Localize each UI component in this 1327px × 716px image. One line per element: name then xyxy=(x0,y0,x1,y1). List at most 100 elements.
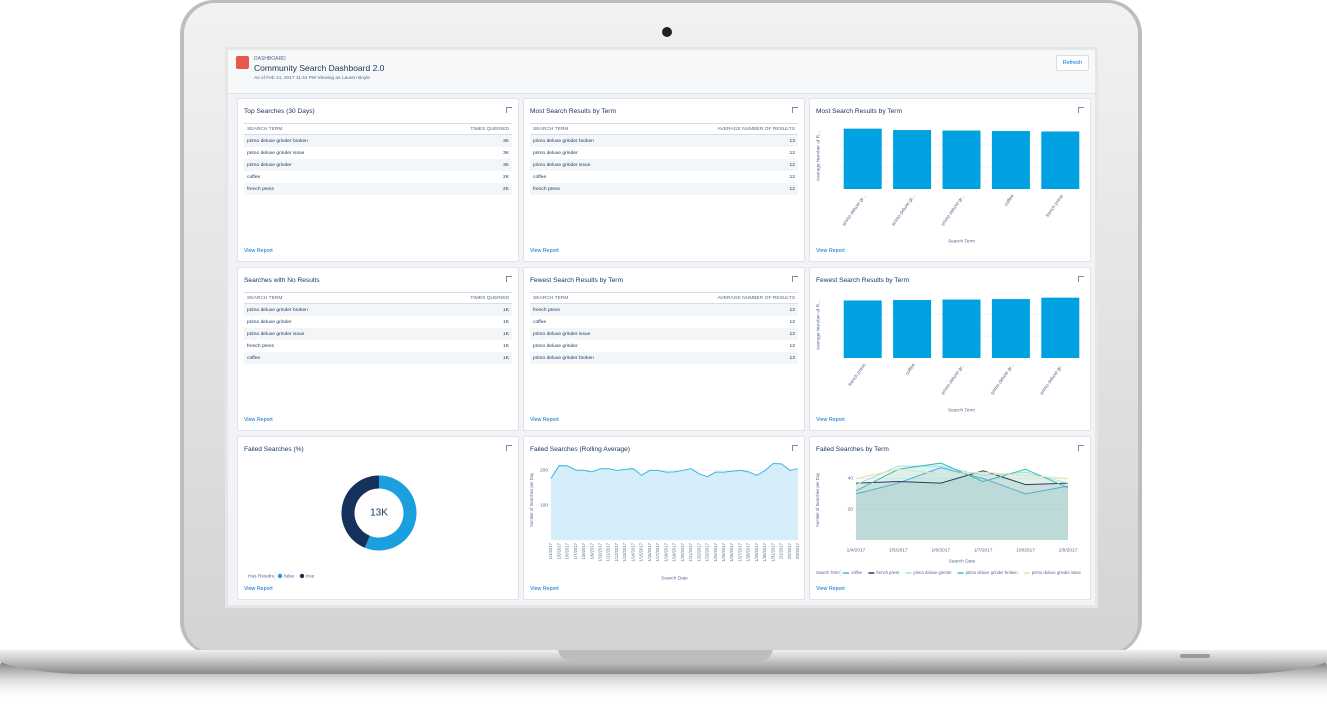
x-axis-label: Search Date xyxy=(661,575,688,581)
view-report-link[interactable]: View Report xyxy=(816,248,845,254)
table-cell: 2K xyxy=(503,186,509,192)
table-cell: 1K xyxy=(503,331,509,337)
table-row: primo deluxe grinder broken 1K xyxy=(244,303,512,316)
expand-icon[interactable] xyxy=(1078,276,1084,282)
table-cell: french press xyxy=(533,186,560,192)
column-header: SEARCH TERM xyxy=(244,123,405,135)
table-row: coffee 12 xyxy=(530,171,798,183)
refresh-button[interactable]: Refresh xyxy=(1055,55,1089,71)
table-cell: primo deluxe grinder issue xyxy=(533,331,591,337)
table-row: french press 2K xyxy=(244,183,512,195)
panel-title: Fewest Search Results by Term xyxy=(816,277,909,284)
table-row: primo deluxe grinder broken 3K xyxy=(244,134,512,147)
table-row: french press 12 xyxy=(530,183,798,195)
x-tick-label: primo deluxe gr... xyxy=(940,193,966,227)
table-cell: 1K xyxy=(503,319,509,325)
x-tick-label: 1/13/2017 xyxy=(622,542,627,561)
x-tick-label: 1/18/2017 xyxy=(663,542,668,561)
expand-icon[interactable] xyxy=(506,276,512,282)
table-cell: 13 xyxy=(789,355,795,361)
legend-label: primo deluxe grinder broken xyxy=(966,570,1019,575)
legend-label: primo deluxe grinder xyxy=(913,570,952,575)
expand-icon[interactable] xyxy=(1078,107,1084,113)
x-tick-label: primo deluxe gr... xyxy=(1039,362,1065,396)
indicator xyxy=(1180,654,1210,658)
donut-segment xyxy=(364,475,417,551)
line xyxy=(550,462,799,479)
view-report-link[interactable]: View Report xyxy=(530,417,559,423)
panel-title: Most Search Results by Term xyxy=(530,108,616,115)
x-tick-label: 1/17/2017 xyxy=(655,542,660,561)
view-report-link[interactable]: View Report xyxy=(816,586,845,592)
expand-icon[interactable] xyxy=(1078,445,1084,451)
table-cell: french press xyxy=(533,307,560,313)
table-cell: 12 xyxy=(789,162,795,168)
view-report-link[interactable]: View Report xyxy=(816,417,845,423)
x-axis-label: Search Term xyxy=(948,407,975,413)
x-axis-label: Search Term xyxy=(948,238,975,244)
table: SEARCH TERM TIMES QUERIED primo deluxe gri… xyxy=(244,123,512,195)
view-report-link[interactable]: View Report xyxy=(244,248,273,254)
table: SEARCH TERM AVERAGE NUMBER OF RESULTS fren… xyxy=(530,292,798,364)
dashboard-subtitle: As of Feb 14, 2017 11:44 PM Viewing as L… xyxy=(254,76,371,81)
table-cell: 1K xyxy=(503,355,509,361)
table-row: primo deluxe grinder 1K xyxy=(244,316,512,328)
line xyxy=(855,468,1069,479)
x-tick-label: 1/28/2017 xyxy=(746,542,751,561)
expand-icon[interactable] xyxy=(792,445,798,451)
expand-icon[interactable] xyxy=(792,276,798,282)
header-row: SEARCH TERM TIMES QUERIED xyxy=(244,292,512,304)
x-tick-label: 1/11/2017 xyxy=(606,542,611,561)
panel: Top Searches (30 Days) SEARCH TERM TIMES Q… xyxy=(237,98,519,262)
center-label: 13K xyxy=(370,508,388,519)
panel: Failed Searches (Rolling Average) 100 200 N… xyxy=(523,436,805,600)
table-row: primo deluxe grinder issue 1K xyxy=(244,328,512,340)
view-report-link[interactable]: View Report xyxy=(530,586,559,592)
x-tick-label: 1/10/2017 xyxy=(598,542,603,561)
table-cell: 2K xyxy=(503,174,509,180)
table-cell: coffee xyxy=(533,319,547,325)
table-cell: 3K xyxy=(503,150,509,156)
x-tick-label: 1/9/2017 xyxy=(589,542,594,559)
table-cell: primo deluxe grinder xyxy=(533,150,578,156)
expand-icon[interactable] xyxy=(506,107,512,113)
area xyxy=(856,467,1068,540)
expand-icon[interactable] xyxy=(506,445,512,451)
x-tick-label: 1/8/2017 xyxy=(1016,547,1035,553)
table-row: primo deluxe grinder 12 xyxy=(530,340,798,352)
y-axis-label: Average Number of R... xyxy=(815,300,821,350)
line xyxy=(855,462,1069,492)
table-cell: primo deluxe grinder xyxy=(533,343,578,349)
table-cell: 3K xyxy=(503,162,509,168)
x-tick-label: 1/23/2017 xyxy=(705,542,710,561)
table-cell: primo deluxe grinder broken xyxy=(247,307,308,313)
column-header: TIMES QUERIED xyxy=(404,123,512,135)
x-tick-label: 1/25/2017 xyxy=(721,542,726,561)
table-row: coffee 12 xyxy=(530,316,798,328)
chart: 100 200 Number of Searches per Day 1/4/2017… xyxy=(529,462,800,581)
x-tick-label: primo deluxe gr... xyxy=(990,362,1016,396)
panel: Failed Searches (%) 13K Has Results false tr… xyxy=(237,436,519,600)
x-tick-label: 1/29/2017 xyxy=(754,542,759,561)
view-report-link[interactable]: View Report xyxy=(530,248,559,254)
expand-icon[interactable] xyxy=(792,107,798,113)
table-row: primo deluxe grinder 12 xyxy=(530,147,798,159)
x-tick-label: 1/5/2017 xyxy=(556,542,561,559)
y-tick-label: 200 xyxy=(540,468,548,474)
dashboard-header: DASHBOARD Community Search Dashboard 2.0… xyxy=(228,50,1095,94)
view-report-link[interactable]: View Report xyxy=(244,586,273,592)
panel-title: Top Searches (30 Days) xyxy=(244,108,315,115)
x-tick-label: 2/3/2017 xyxy=(795,542,800,559)
x-tick-label: 1/14/2017 xyxy=(630,542,635,561)
table-cell: 1K xyxy=(503,343,509,349)
x-axis-label: Search Date xyxy=(949,558,976,564)
bar xyxy=(843,300,882,358)
x-tick-label: 1/5/2017 xyxy=(889,547,908,553)
x-tick-label: 2/1/2017 xyxy=(779,542,784,559)
table-row: primo deluxe grinder issue 3K xyxy=(244,147,512,159)
x-tick-label: 1/7/2017 xyxy=(974,547,993,553)
bar xyxy=(843,128,882,189)
column-header: SEARCH TERM xyxy=(530,292,650,304)
view-report-link[interactable]: View Report xyxy=(244,417,273,423)
